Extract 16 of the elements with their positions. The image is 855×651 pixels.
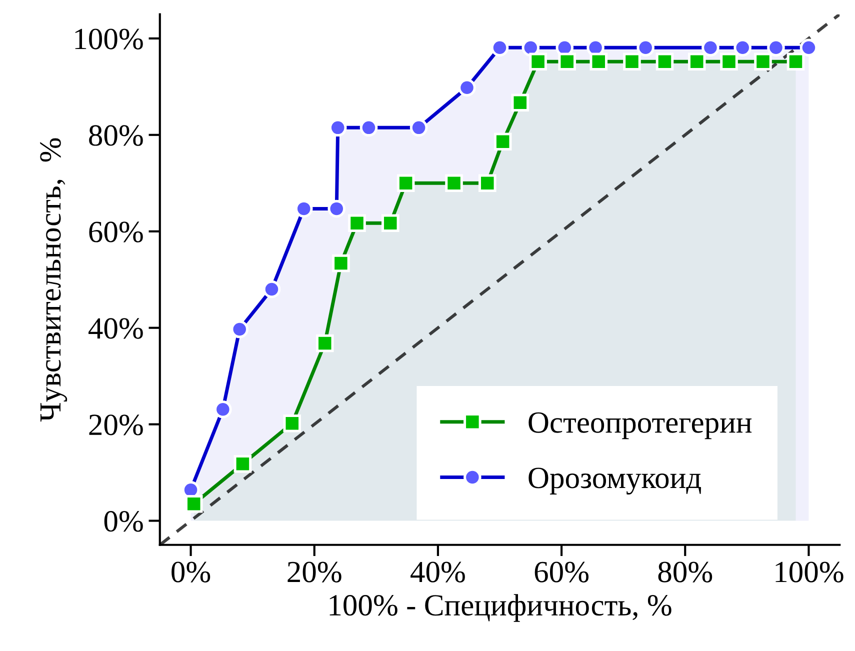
- y-tick-label: 60%: [89, 222, 143, 242]
- x-tick-label: 20%: [288, 562, 342, 582]
- x-tick-label: 40%: [410, 562, 465, 582]
- x-tick-label: 60%: [534, 562, 589, 582]
- x-axis-title: 100% - Специфичность, %: [330, 594, 672, 622]
- x-tick-label: 100%: [776, 562, 844, 582]
- y-tick-label: 80%: [89, 125, 143, 146]
- x-tick-label: 80%: [658, 562, 712, 582]
- legend-label: Орозомукоид: [528, 468, 702, 495]
- x-tick-label: 0%: [172, 562, 210, 582]
- y-tick-label: 0%: [104, 511, 143, 532]
- y-axis-title: Чувствительность, %: [40, 138, 68, 422]
- y-tick-label: 40%: [88, 318, 143, 339]
- y-tick-label: 100%: [75, 28, 143, 50]
- y-tick-label: 20%: [89, 414, 143, 436]
- legend-label: Остеопротегерин: [528, 412, 752, 440]
